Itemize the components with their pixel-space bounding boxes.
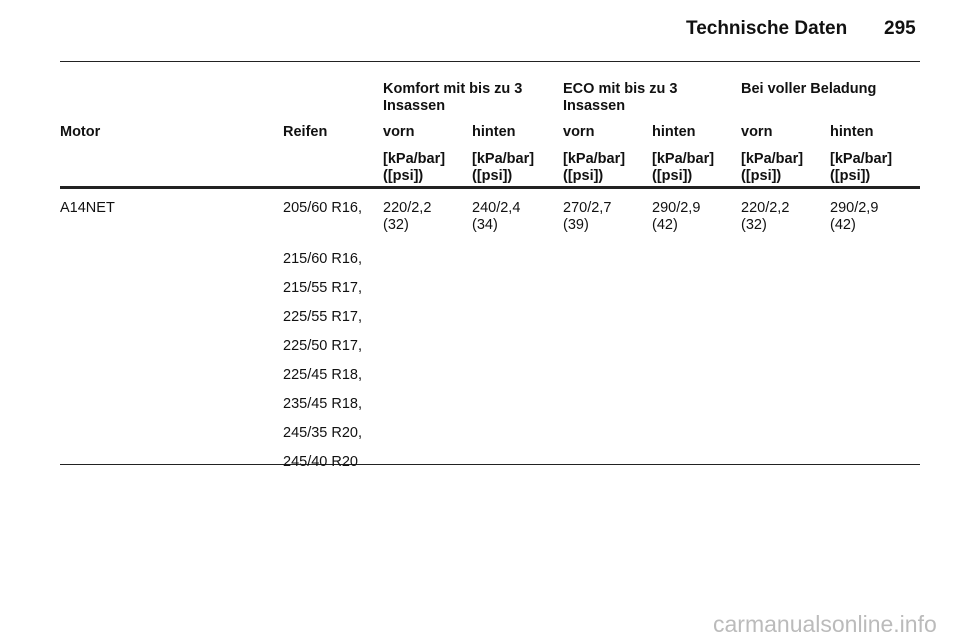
watermark: carmanualsonline.info (713, 611, 937, 637)
column-header: vorn (741, 124, 773, 140)
header-title: Technische Daten (686, 18, 848, 39)
group-header: Komfort mit bis zu 3 Insassen (383, 81, 523, 114)
group-header: ECO mit bis zu 3 Insassen (563, 81, 678, 114)
unit-header: [kPa/bar] ([psi]) (383, 151, 446, 184)
pressure-cell: 220/2,2 (32) (741, 200, 790, 233)
tyre-cell: 225/50 R17, (283, 338, 363, 354)
group-header: Bei voller Beladung (741, 81, 877, 97)
column-header: vorn (383, 124, 415, 140)
column-header: Reifen (283, 124, 328, 140)
pressure-cell: 240/2,4 (34) (472, 200, 521, 233)
column-header: Motor (60, 124, 101, 140)
unit-header: [kPa/bar] ([psi]) (652, 151, 715, 184)
column-header: vorn (563, 124, 595, 140)
pressure-cell: 270/2,7 (39) (563, 200, 612, 233)
tyre-cell: 225/45 R18, (283, 367, 363, 383)
page-number: 295 (884, 18, 916, 39)
pressure-cell: 290/2,9 (42) (652, 200, 701, 233)
table-header-rule (60, 186, 920, 189)
tyre-cell: 215/55 R17, (283, 280, 363, 296)
unit-header: [kPa/bar] ([psi]) (830, 151, 893, 184)
tyre-cell: 235/45 R18, (283, 396, 363, 412)
unit-header: [kPa/bar] ([psi]) (741, 151, 804, 184)
column-header: hinten (472, 124, 516, 140)
unit-header: [kPa/bar] ([psi]) (472, 151, 535, 184)
column-header: hinten (652, 124, 696, 140)
tyre-cell: 245/40 R20 (283, 454, 358, 470)
motor-cell: A14NET (60, 200, 115, 216)
pressure-cell: 290/2,9 (42) (830, 200, 879, 233)
column-header: hinten (830, 124, 874, 140)
pressure-cell: 220/2,2 (32) (383, 200, 432, 233)
tyre-cell: 215/60 R16, (283, 251, 363, 267)
tyre-cell: 205/60 R16, (283, 200, 363, 216)
tyre-cell: 245/35 R20, (283, 425, 363, 441)
header-rule (60, 61, 920, 62)
table-bottom-rule (60, 464, 920, 465)
tyre-cell: 225/55 R17, (283, 309, 363, 325)
unit-header: [kPa/bar] ([psi]) (563, 151, 626, 184)
